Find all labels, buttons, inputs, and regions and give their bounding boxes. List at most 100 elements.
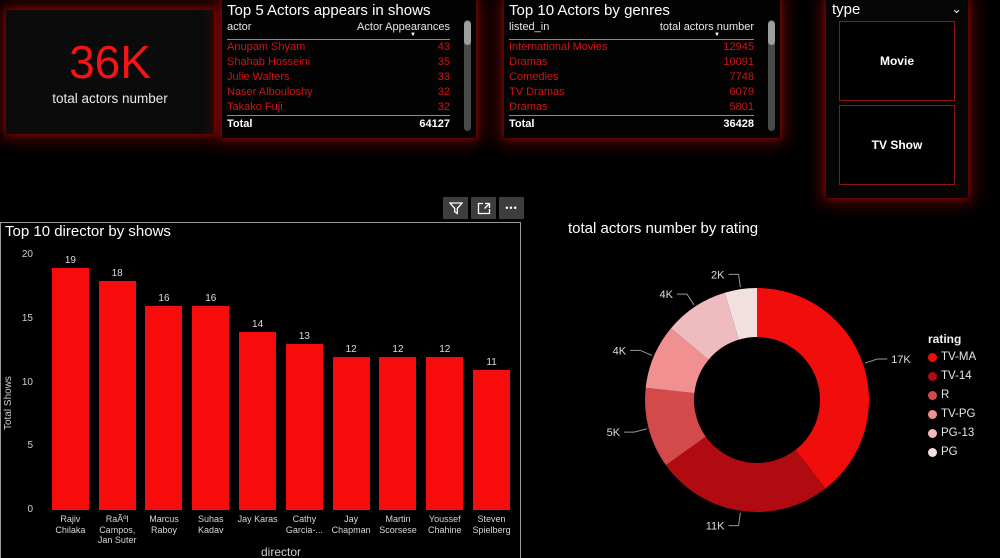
bar[interactable]	[145, 306, 183, 510]
table-cell-name: Dramas	[509, 101, 548, 113]
table-row[interactable]: Naser Albouloshy 32	[227, 85, 450, 100]
chevron-down-icon[interactable]: ⌄	[951, 1, 962, 16]
bar[interactable]	[332, 357, 370, 510]
table1: actor Actor Appearances ▼ Anupam Shyam 43…	[222, 21, 476, 132]
donut-callout-line	[728, 512, 741, 527]
bar-column[interactable]: 12	[421, 255, 468, 510]
legend-item-TV-14[interactable]: TV-14	[928, 370, 976, 382]
filter-icon[interactable]	[443, 197, 468, 219]
bar-chart-y-axis-label: Total Shows	[3, 376, 14, 430]
bar-column[interactable]: 19	[47, 255, 94, 510]
legend-swatch	[928, 371, 937, 381]
table-row[interactable]: Takako Fuji 32	[227, 100, 450, 115]
table1-scrollbar-thumb[interactable]	[464, 21, 471, 45]
table-row[interactable]: Shahab Hosseini 35	[227, 55, 450, 70]
bar-value-label: 13	[298, 331, 310, 343]
donut-chart: 17K 11K 5K 4K 4K 2K	[607, 269, 912, 533]
focus-mode-icon[interactable]	[471, 197, 496, 219]
donut-slice-PG[interactable]	[724, 288, 757, 340]
bar-x-label: Jay Chapman	[331, 514, 371, 535]
table1-col-actor[interactable]: actor	[227, 21, 252, 33]
bar-value-label: 12	[439, 344, 451, 355]
donut-slice-TV-PG[interactable]	[645, 328, 709, 394]
donut-callout-line	[864, 358, 888, 364]
table-row[interactable]: Dramas 10091	[509, 55, 754, 70]
bar-column[interactable]: 12	[375, 255, 422, 510]
legend-swatch	[928, 390, 937, 400]
slicer-option-tv-show[interactable]: TV Show	[839, 105, 955, 185]
donut-slice-R[interactable]	[645, 387, 706, 466]
type-slicer-title: type	[832, 1, 861, 18]
kpi-label: total actors number	[52, 90, 168, 106]
legend-item-PG-13[interactable]: PG-13	[928, 427, 976, 439]
top5-actors-table-panel: Top 5 Actors appears in shows actor Acto…	[222, 0, 476, 138]
bar-column[interactable]: 18	[94, 255, 141, 510]
bar-x-label: Suhas Kadav	[198, 514, 224, 535]
table-cell-name: International Movies	[509, 41, 608, 53]
donut-data-label: 11K	[706, 521, 725, 533]
legend-item-TV-PG[interactable]: TV-PG	[928, 408, 976, 420]
bar[interactable]	[192, 306, 230, 510]
table-row[interactable]: Julie Walters 33	[227, 70, 450, 85]
legend-label: TV-PG	[941, 408, 976, 420]
table-cell-name: TV Dramas	[509, 86, 565, 98]
sort-descending-icon: ▼	[714, 32, 720, 38]
bar-x-label: Cathy Garcia-...	[285, 514, 323, 535]
table1-col-appearances[interactable]: Actor Appearances ▼	[357, 21, 450, 38]
bar-column[interactable]: 16	[187, 255, 234, 510]
table-cell-name: Shahab Hosseini	[227, 56, 311, 68]
bar-value-label: 11	[486, 356, 497, 368]
donut-slice-PG-13[interactable]	[670, 292, 739, 360]
table-row[interactable]: International Movies 12945	[509, 40, 754, 55]
table-cell-name: Julie Walters	[227, 71, 290, 83]
bar-value-label: 16	[205, 293, 217, 304]
bar-x-label: Marcus Raboy	[149, 514, 179, 535]
legend-label: R	[941, 389, 950, 401]
bar-value-label: 14	[252, 318, 264, 330]
table-row[interactable]: Comedies 7748	[509, 70, 754, 85]
table2-body: International Movies 12945 Dramas 10091 Come…	[509, 40, 754, 115]
table-row[interactable]: Dramas 5801	[509, 100, 754, 115]
table2-col-total-actors-label: total actors number	[659, 21, 754, 33]
donut-slice-TV-MA[interactable]	[757, 288, 869, 489]
table2-scrollbar-thumb[interactable]	[768, 21, 775, 45]
legend-swatch	[928, 409, 937, 419]
table-cell-value: 35	[437, 56, 450, 68]
slicer-option-movie[interactable]: Movie	[839, 21, 955, 101]
bar-column[interactable]: 13	[281, 255, 328, 510]
more-options-icon[interactable]: •••	[499, 197, 524, 219]
table-cell-name: Dramas	[509, 56, 548, 68]
donut-legend-title: rating	[928, 332, 962, 346]
bar-column[interactable]: 11	[468, 255, 515, 510]
table1-scrollbar[interactable]	[464, 20, 471, 131]
table-cell-value: 43	[437, 41, 450, 53]
bar-column[interactable]: 12	[328, 255, 375, 510]
bar[interactable]	[51, 268, 89, 510]
bar[interactable]	[426, 357, 464, 510]
table-cell-value: 6079	[729, 86, 754, 98]
bar-column[interactable]: 14	[234, 255, 281, 510]
table2-scrollbar[interactable]	[768, 20, 775, 131]
table2-col-listed-in[interactable]: listed_in	[509, 21, 550, 33]
bar-column[interactable]: 16	[141, 255, 188, 510]
donut-callout-line	[676, 293, 695, 306]
bar[interactable]	[239, 331, 277, 510]
bar-chart-title: Top 10 director by shows	[5, 223, 171, 240]
bar-chart-x-labels: Rajiv Chilaka RaÃºl Campos, Jan Suter Marc…	[47, 514, 515, 546]
donut-slice-TV-14[interactable]	[665, 436, 826, 512]
legend-item-PG[interactable]: PG	[928, 446, 976, 458]
bar-x-label: Martin Scorsese	[379, 514, 417, 535]
table2-col-total-actors[interactable]: total actors number ▼	[660, 21, 754, 38]
bar[interactable]	[98, 280, 136, 510]
bar[interactable]	[285, 344, 323, 510]
table-row[interactable]: TV Dramas 6079	[509, 85, 754, 100]
legend-item-TV-MA[interactable]: TV-MA	[928, 351, 976, 363]
donut-data-label: 17K	[891, 354, 911, 366]
bar[interactable]	[379, 357, 417, 510]
legend-item-R[interactable]: R	[928, 389, 976, 401]
table-row[interactable]: Anupam Shyam 43	[227, 40, 450, 55]
type-slicer-panel: type ⌄ Movie TV Show	[826, 0, 968, 198]
kpi-value: 36K	[69, 36, 151, 89]
bar[interactable]	[473, 369, 511, 510]
table-cell-value: 7748	[729, 71, 754, 83]
